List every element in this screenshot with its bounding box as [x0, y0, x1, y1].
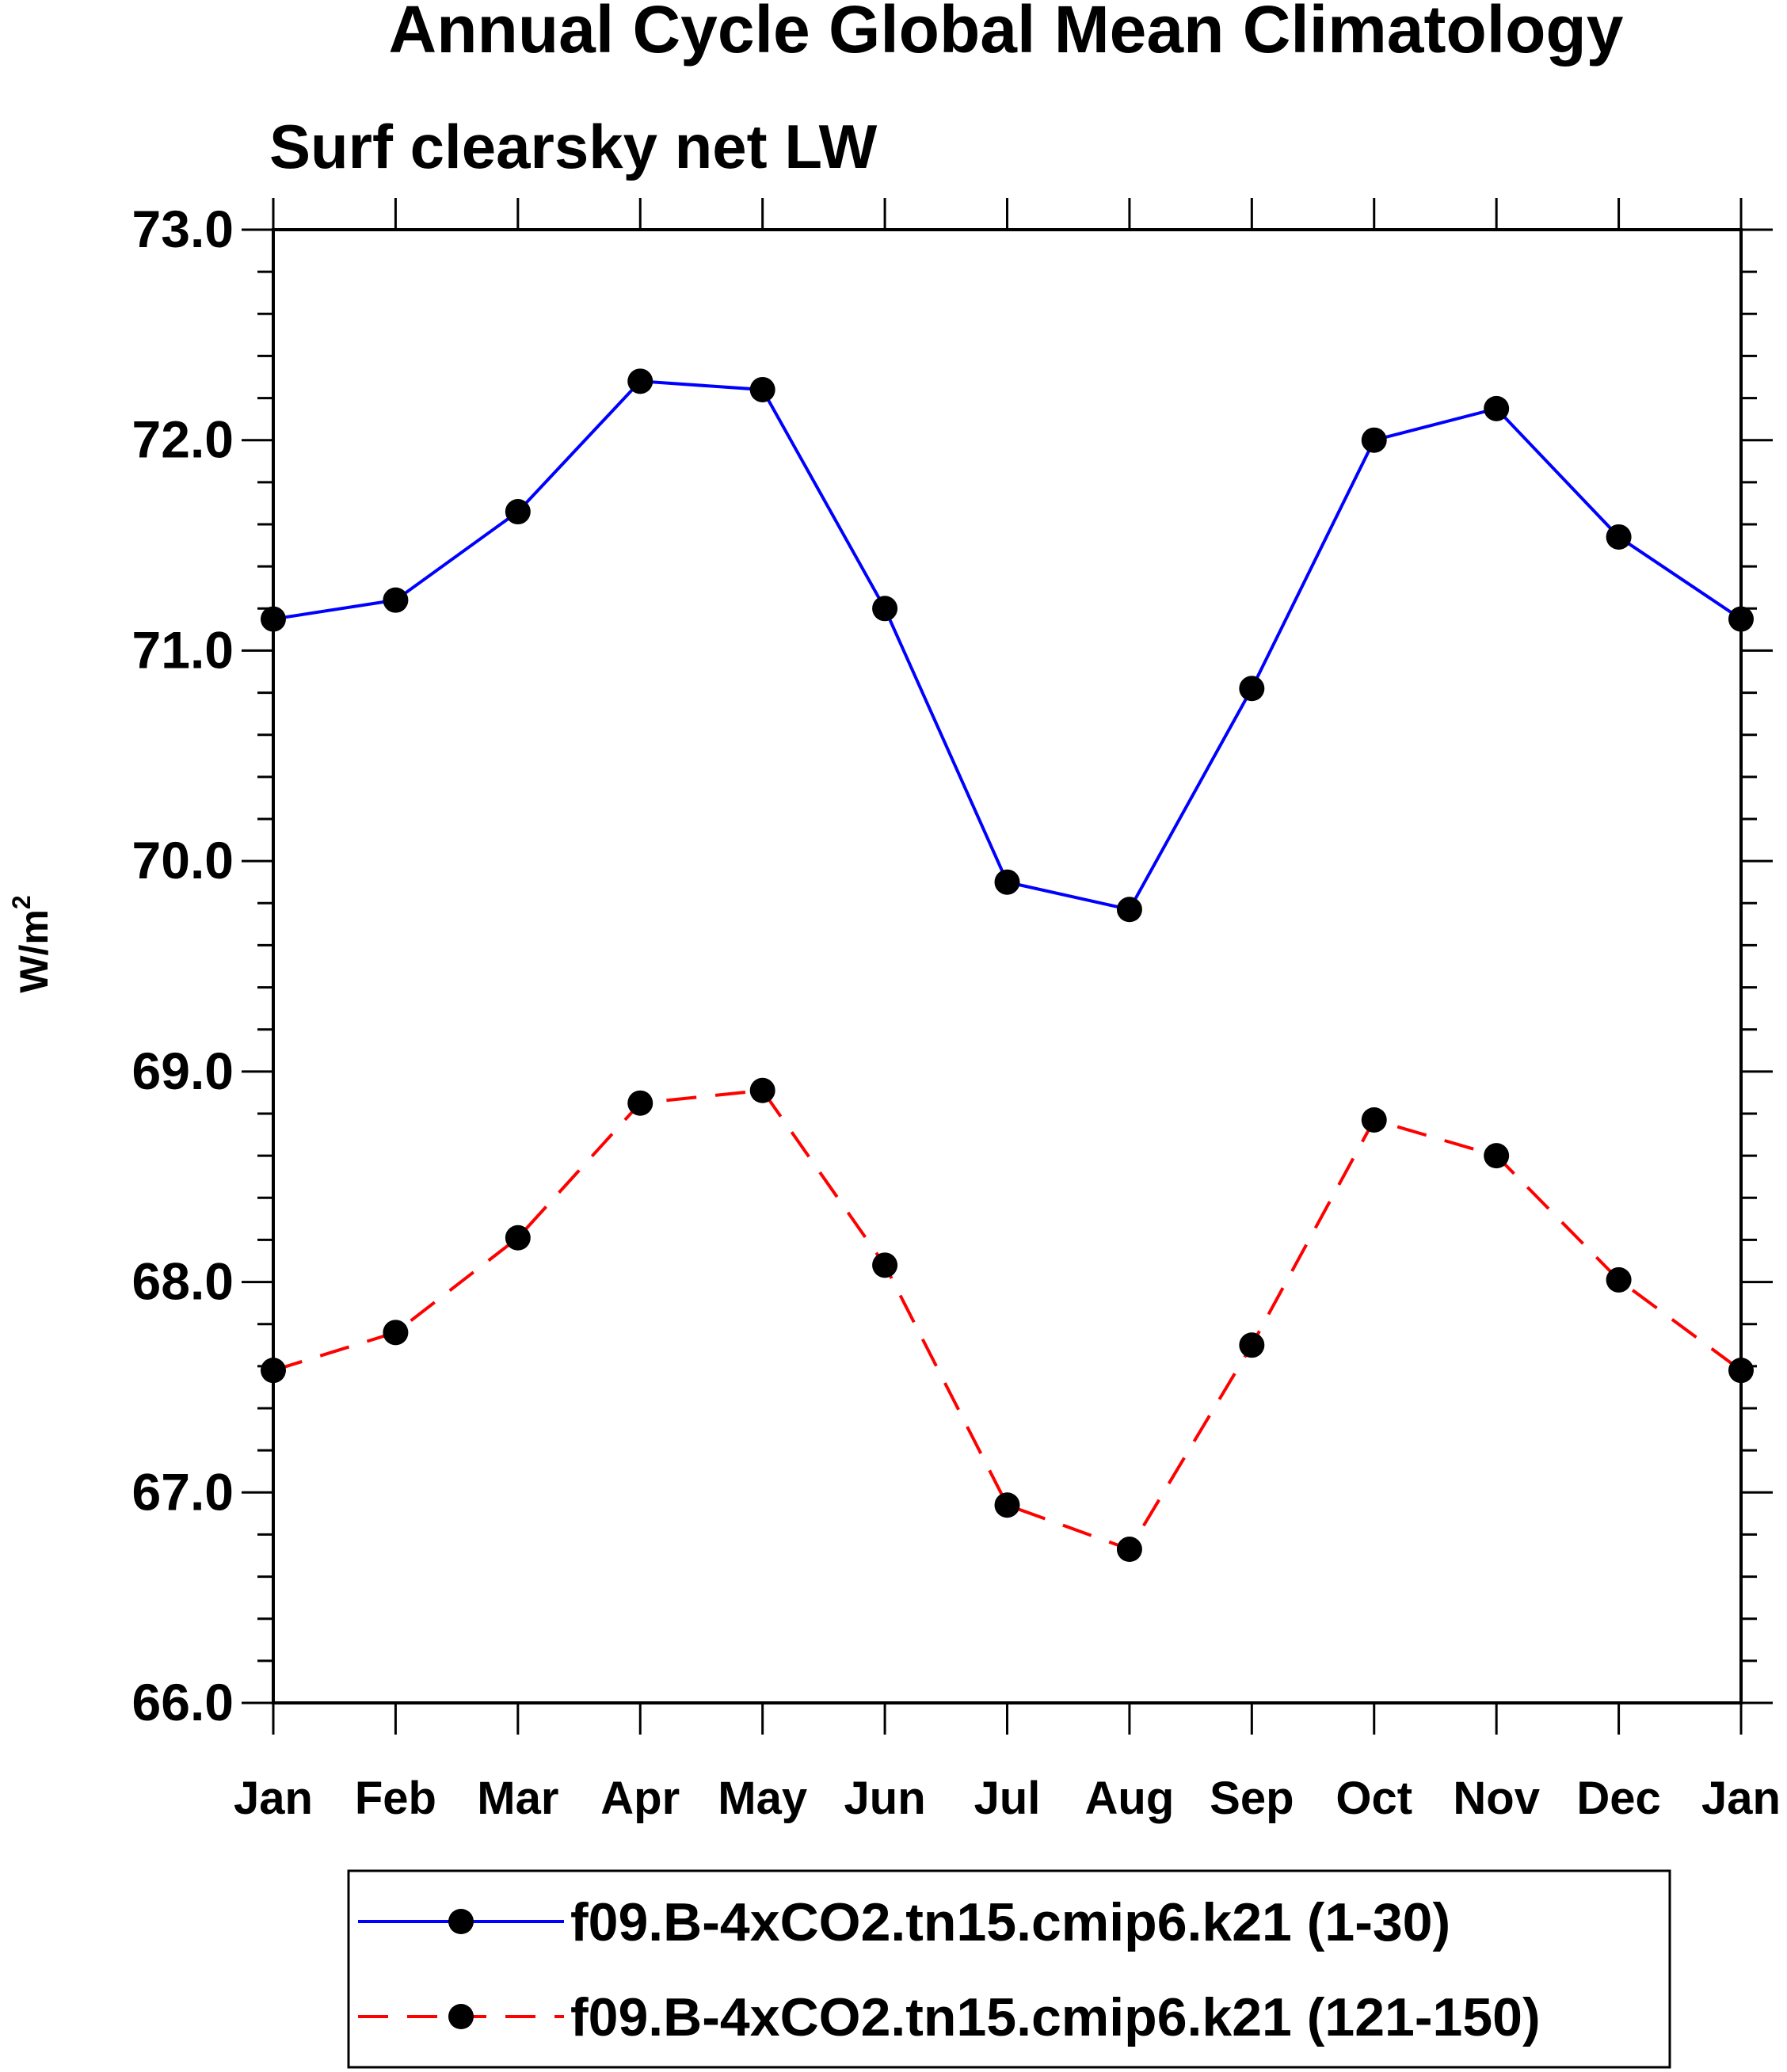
x-tick-label: Feb — [355, 1773, 436, 1824]
data-point-series-1 — [994, 869, 1020, 895]
data-point-series-2 — [383, 1320, 409, 1346]
x-tick-label: Nov — [1453, 1773, 1540, 1824]
y-tick-label: 66.0 — [132, 1673, 234, 1731]
x-tick-labels: Jan Feb Mar Apr May Jun Jul Aug Sep Oct Nov Dec Jan — [234, 1773, 1781, 1824]
y-tick-label: 67.0 — [132, 1462, 234, 1521]
data-point-series-1 — [627, 368, 653, 394]
y-tick-label: 71.0 — [132, 620, 234, 679]
legend-marker-series-2 — [448, 2004, 474, 2029]
axis-ticks — [242, 198, 1773, 1735]
x-tick-label: Jun — [844, 1773, 926, 1824]
y-tick-label: 72.0 — [132, 410, 234, 469]
y-axis-label: W/m2 — [7, 895, 56, 992]
data-point-series-2 — [872, 1252, 898, 1278]
y-axis-label-base: W/m — [12, 909, 56, 993]
data-point-series-2 — [505, 1225, 531, 1251]
y-axis-label-superscript: 2 — [7, 895, 36, 909]
data-point-series-1 — [1606, 524, 1632, 550]
data-point-series-2 — [1606, 1266, 1632, 1293]
chart-subtitle: Surf clearsky net LW — [269, 112, 878, 181]
data-point-series-1 — [1239, 676, 1265, 702]
svg-text:W/m2: W/m2 — [7, 895, 56, 992]
y-tick-label: 69.0 — [132, 1042, 234, 1100]
y-tick-labels: 66.0 67.0 68.0 69.0 70.0 71.0 72.0 73.0 — [132, 200, 234, 1731]
x-tick-label: Dec — [1576, 1773, 1660, 1824]
legend: f09.B-4xCO2.tn15.cmip6.k21 (1-30) f09.B-… — [347, 1869, 1671, 2069]
series-line-1 — [272, 379, 1743, 912]
data-point-series-2 — [749, 1077, 775, 1103]
x-tick-label: Jul — [974, 1773, 1041, 1824]
data-point-series-1 — [1361, 427, 1387, 453]
x-tick-label: Apr — [600, 1773, 680, 1824]
y-tick-label: 73.0 — [132, 200, 234, 258]
data-point-series-2 — [994, 1492, 1020, 1518]
plot-frame — [272, 228, 1743, 1704]
legend-label-series-2: f09.B-4xCO2.tn15.cmip6.k21 (121-150) — [570, 1987, 1541, 2047]
x-tick-label: Jan — [1701, 1773, 1781, 1824]
x-tick-label: Oct — [1335, 1773, 1412, 1824]
x-tick-label: Aug — [1085, 1773, 1175, 1824]
data-point-series-1 — [872, 596, 898, 622]
series-line-2 — [272, 1088, 1743, 1552]
x-tick-label: Jan — [234, 1773, 313, 1824]
data-point-series-2 — [1361, 1106, 1387, 1133]
series-layer — [261, 368, 1754, 1563]
data-point-series-1 — [1116, 897, 1142, 923]
data-point-series-2 — [1484, 1143, 1510, 1169]
data-point-series-2 — [627, 1090, 653, 1116]
legend-box — [347, 1869, 1671, 2069]
x-tick-label: Mar — [477, 1773, 558, 1824]
data-point-series-2 — [1239, 1332, 1265, 1358]
data-point-series-1 — [383, 587, 409, 613]
y-tick-label: 68.0 — [132, 1252, 234, 1311]
data-point-series-2 — [1116, 1537, 1142, 1563]
legend-label-series-1: f09.B-4xCO2.tn15.cmip6.k21 (1-30) — [570, 1892, 1450, 1952]
data-point-series-1 — [1484, 395, 1510, 421]
x-tick-label: May — [718, 1773, 807, 1824]
data-point-series-1 — [505, 499, 531, 525]
x-tick-label: Sep — [1210, 1773, 1294, 1824]
legend-marker-series-1 — [448, 1909, 474, 1934]
y-tick-label: 70.0 — [132, 831, 234, 889]
data-point-series-1 — [749, 376, 775, 402]
chart-title: Annual Cycle Global Mean Climatology — [389, 0, 1624, 67]
